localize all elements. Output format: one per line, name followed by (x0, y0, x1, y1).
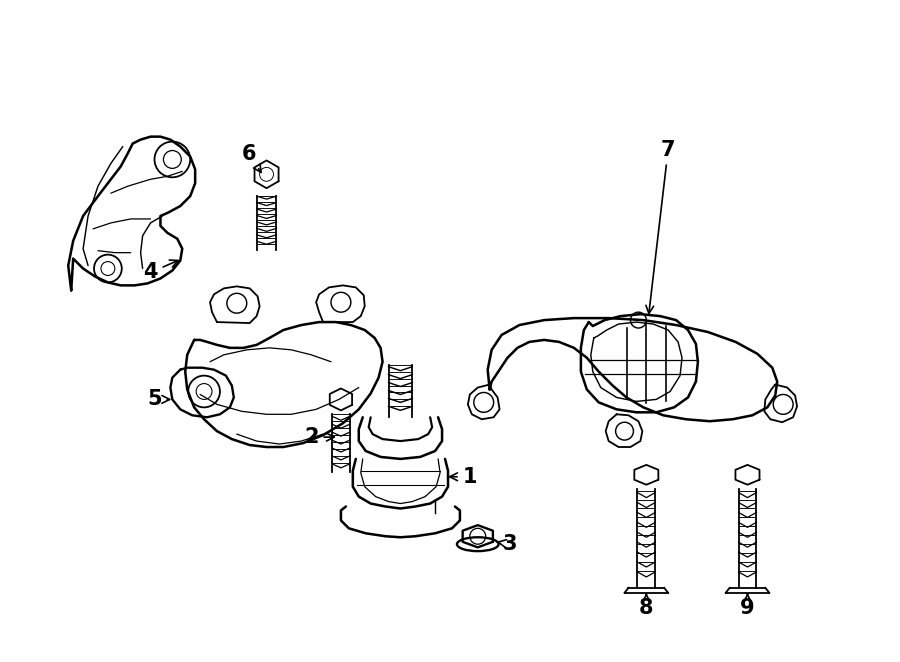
Text: 6: 6 (241, 144, 261, 172)
Text: 9: 9 (740, 594, 755, 618)
Text: 8: 8 (639, 594, 653, 618)
Text: 3: 3 (497, 534, 517, 554)
Text: 2: 2 (304, 427, 334, 447)
Text: 1: 1 (450, 467, 477, 487)
Text: 5: 5 (148, 389, 170, 409)
Text: 7: 7 (646, 140, 675, 314)
Text: 4: 4 (143, 260, 178, 283)
